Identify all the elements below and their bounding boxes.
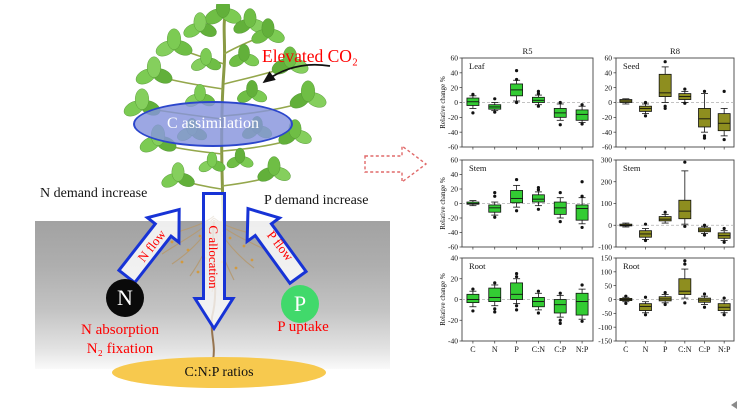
svg-text:-100: -100	[598, 243, 612, 252]
svg-text:R8: R8	[670, 46, 680, 56]
svg-text:N:P: N:P	[718, 345, 731, 354]
svg-text:150: 150	[601, 254, 613, 263]
svg-text:-50: -50	[602, 309, 612, 318]
c-allocation-arrow-icon	[192, 192, 236, 332]
svg-text:300: 300	[601, 156, 613, 165]
svg-text:-20: -20	[448, 214, 458, 223]
svg-text:Stem: Stem	[469, 163, 487, 173]
c-assimilation-label: C assimilation	[167, 115, 259, 132]
nitrogen-circle-label: N	[117, 285, 133, 310]
svg-text:60: 60	[605, 54, 613, 63]
svg-text:Stem: Stem	[623, 163, 641, 173]
svg-text:60: 60	[451, 156, 459, 165]
cnp-ratios-label: C:N:P ratios	[184, 364, 254, 380]
svg-text:0: 0	[454, 199, 458, 208]
p-uptake-label: P uptake	[277, 319, 329, 335]
p-demand-label: P demand increase	[264, 193, 369, 208]
svg-text:-20: -20	[602, 113, 612, 122]
svg-text:40: 40	[451, 68, 459, 77]
n-demand-label: N demand increase	[40, 186, 148, 201]
svg-text:-40: -40	[602, 128, 612, 137]
svg-text:0: 0	[608, 295, 612, 304]
svg-text:20: 20	[451, 185, 459, 194]
svg-text:0: 0	[608, 221, 612, 230]
svg-text:N: N	[643, 345, 649, 354]
svg-text:20: 20	[605, 83, 613, 92]
svg-text:C: C	[623, 345, 628, 354]
svg-text:-150: -150	[598, 337, 612, 346]
svg-text:40: 40	[451, 254, 459, 263]
svg-text:R5: R5	[523, 46, 533, 56]
c-allocation-label: C allocation	[206, 225, 221, 289]
svg-text:0: 0	[454, 295, 458, 304]
svg-text:100: 100	[601, 267, 613, 276]
n2-fixation-label: N₂ fixation	[86, 341, 154, 357]
n-flow-arrow-icon	[116, 207, 181, 285]
boxplot-R5-Root: Root 40 20 0 -20 -40 Relative change % C N P C:N C:…	[439, 254, 594, 354]
flux-arrows	[116, 192, 309, 332]
svg-text:Root: Root	[469, 261, 486, 271]
phosphorus-circle: P	[281, 285, 319, 323]
svg-text:60: 60	[451, 54, 459, 63]
svg-text:-100: -100	[598, 323, 612, 332]
svg-text:-20: -20	[448, 316, 458, 325]
svg-text:-60: -60	[448, 243, 458, 252]
cnp-ratios-ellipse: C:N:P ratios	[112, 357, 326, 388]
svg-text:P: P	[663, 345, 668, 354]
nitrogen-circle: N	[106, 279, 144, 317]
svg-text:0: 0	[608, 98, 612, 107]
n-absorption-label: N absorption	[81, 322, 159, 338]
boxplot-R8-Seed: R8 Seed 60 40 20 0 -20 -40 -60	[602, 46, 735, 152]
p-flow-arrow-icon	[245, 206, 309, 286]
svg-text:C:P: C:P	[698, 345, 711, 354]
svg-text:100: 100	[601, 199, 613, 208]
corner-nav-arrow-icon[interactable]	[731, 401, 737, 409]
svg-text:Relative change %: Relative change %	[439, 76, 447, 129]
svg-text:200: 200	[601, 177, 613, 186]
boxplot-R8-Root: Root 150 100 50 0 -50 -100 -150 C N P C:N C:P N:P	[598, 254, 735, 354]
svg-text:N: N	[492, 345, 498, 354]
svg-text:0: 0	[454, 98, 458, 107]
svg-text:-40: -40	[448, 337, 458, 346]
svg-text:40: 40	[605, 68, 613, 77]
svg-text:-60: -60	[448, 143, 458, 152]
svg-text:20: 20	[451, 83, 459, 92]
svg-text:C:P: C:P	[554, 345, 567, 354]
svg-text:Seed: Seed	[623, 61, 640, 71]
svg-text:C:N: C:N	[678, 345, 692, 354]
c-assimilation-ellipse: C assimilation	[133, 101, 293, 147]
svg-text:-40: -40	[448, 228, 458, 237]
elevated-co2-label: Elevated CO₂	[262, 46, 359, 66]
svg-text:40: 40	[451, 170, 459, 179]
boxplot-R5-Stem: Stem 60 40 20 0 -20 -40 -60 Relative change %	[439, 156, 594, 252]
svg-text:Root: Root	[623, 261, 640, 271]
phosphorus-circle-label: P	[293, 291, 307, 316]
svg-text:20: 20	[451, 274, 459, 283]
svg-text:N:P: N:P	[576, 345, 589, 354]
svg-text:-40: -40	[448, 128, 458, 137]
svg-text:Relative change %: Relative change %	[439, 273, 447, 326]
to-results-arrow-icon	[364, 144, 428, 184]
svg-text:-60: -60	[602, 143, 612, 152]
svg-text:Relative change %: Relative change %	[439, 177, 447, 230]
svg-text:C:N: C:N	[532, 345, 546, 354]
svg-text:-20: -20	[448, 113, 458, 122]
boxplot-R5-Leaf: R5 Leaf 60 40 20 0 -20 -40 -60 Relative change %	[439, 46, 594, 152]
boxplot-R8-Stem: Stem 300 200 100 0 -100	[598, 156, 735, 252]
svg-text:P: P	[514, 345, 519, 354]
co2-pointer-arrow-icon	[262, 63, 331, 84]
svg-text:C: C	[470, 345, 475, 354]
svg-text:50: 50	[605, 281, 613, 290]
svg-text:Leaf: Leaf	[469, 61, 485, 71]
